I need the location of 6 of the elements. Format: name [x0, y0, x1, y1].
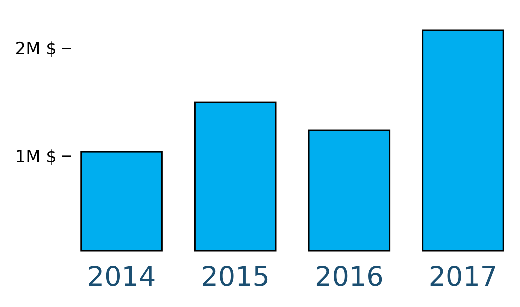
x-tick-label: 2016: [315, 262, 384, 293]
y-tick-label: 1M $: [15, 147, 57, 168]
x-tick-label: 2015: [201, 262, 270, 293]
x-tick-label: 2014: [87, 262, 156, 293]
y-tick-label: 2M $: [15, 40, 57, 60]
x-tick-label: 2017: [428, 262, 498, 293]
